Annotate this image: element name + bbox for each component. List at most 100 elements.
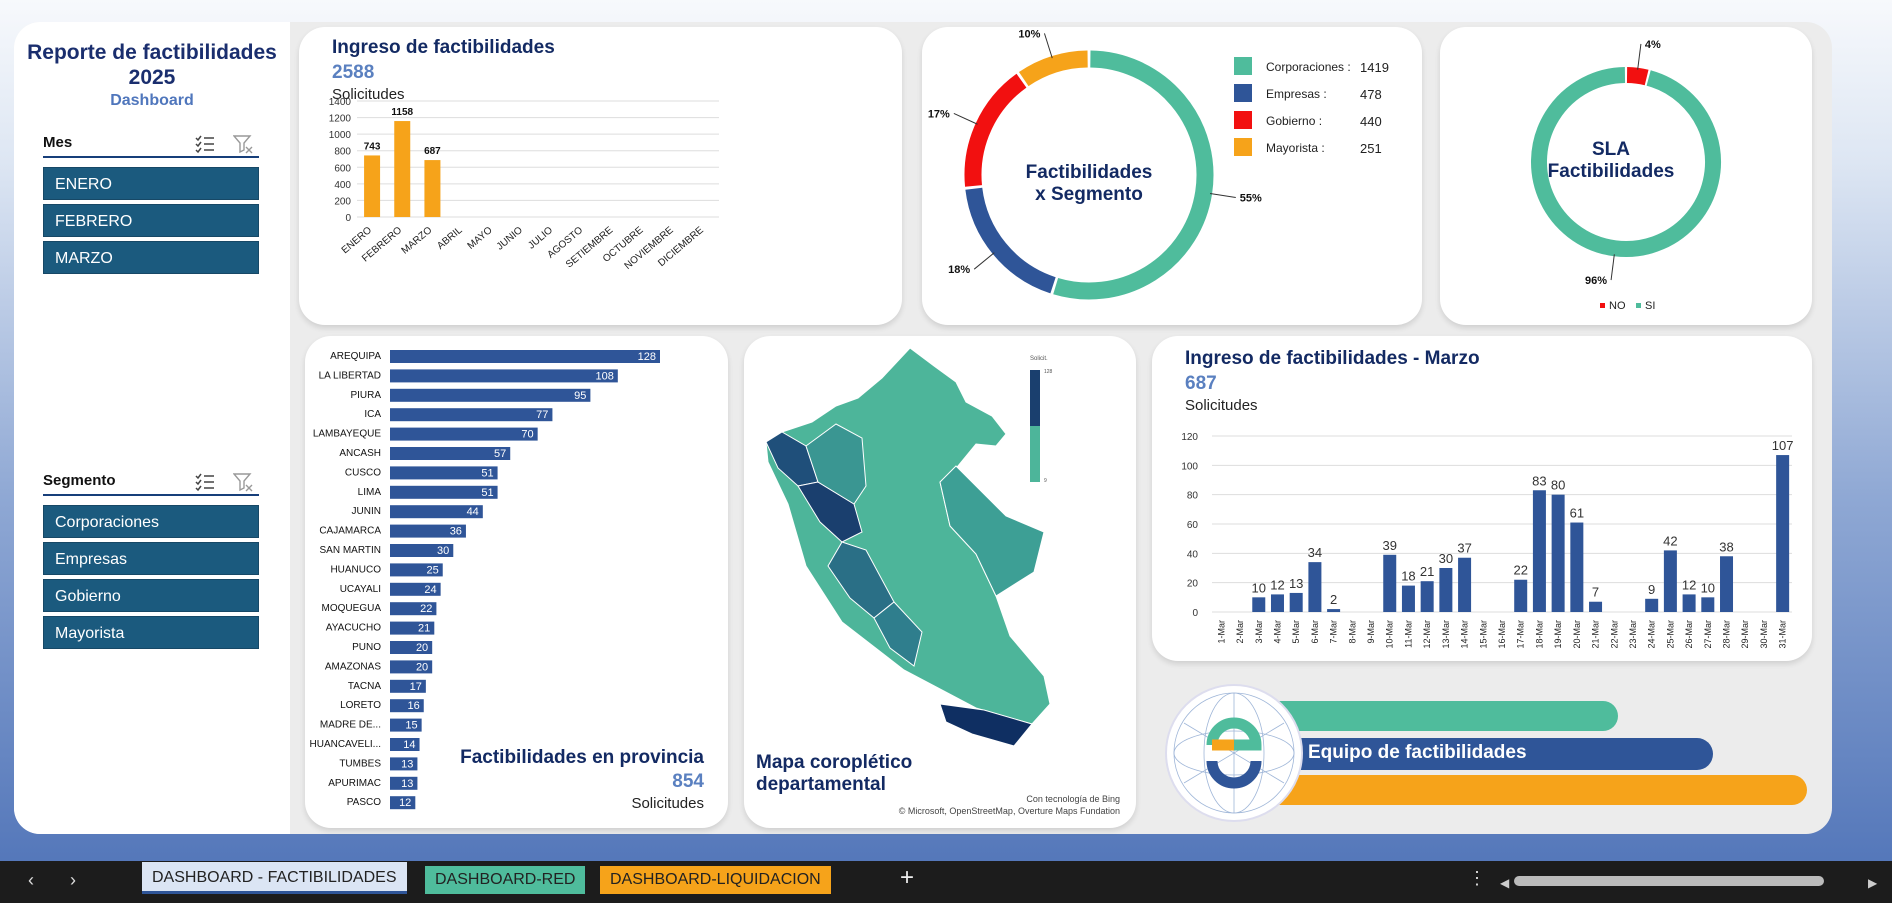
slicer-item-corporaciones[interactable]: Corporaciones bbox=[43, 505, 259, 538]
bar bbox=[390, 660, 433, 674]
bar bbox=[1589, 601, 1603, 612]
leader-line bbox=[953, 113, 978, 125]
x-tick-label: 9-Mar bbox=[1366, 620, 1376, 644]
bar bbox=[1645, 598, 1659, 612]
y-tick-label: 60 bbox=[1187, 520, 1199, 531]
bar-data-label: 12 bbox=[399, 797, 411, 809]
bar bbox=[1383, 554, 1397, 612]
bar bbox=[1514, 579, 1528, 612]
x-tick-label: 13-Mar bbox=[1441, 620, 1451, 649]
slicer-item-enero[interactable]: ENERO bbox=[43, 167, 259, 200]
y-tick-label: 200 bbox=[334, 196, 351, 207]
bar bbox=[1570, 522, 1584, 612]
leader-line bbox=[1637, 43, 1642, 70]
marzo-title: Ingreso de factibilidades - Marzo bbox=[1185, 348, 1480, 369]
bar-data-label: 44 bbox=[467, 506, 479, 518]
clear-filter-icon[interactable] bbox=[233, 472, 253, 492]
bar bbox=[424, 160, 441, 217]
bar bbox=[1252, 597, 1266, 612]
horizontal-scrollbar[interactable] bbox=[1514, 876, 1824, 886]
tab-dashboard-liquidacion[interactable]: DASHBOARD-LIQUIDACION bbox=[600, 866, 831, 894]
prev-sheet-icon[interactable]: ‹ bbox=[28, 870, 34, 890]
category-label: PASCO bbox=[347, 797, 381, 808]
donut-slice bbox=[1626, 67, 1649, 86]
multiselect-icon[interactable] bbox=[195, 472, 215, 492]
bar bbox=[390, 388, 591, 402]
card-segmento: 55% 18% 17% 10% Corporaciones : 1419 Empresas … bbox=[922, 27, 1422, 325]
bar-data-label: 2 bbox=[1330, 592, 1337, 607]
bar bbox=[390, 544, 454, 557]
segmento-center-label: Factibilidades x Segmento bbox=[994, 162, 1184, 206]
bar-data-label: 743 bbox=[364, 141, 381, 152]
donut-slice bbox=[964, 73, 1027, 187]
scroll-left-icon[interactable]: ◀ bbox=[1500, 876, 1510, 890]
tab-dashboard-factibilidades[interactable]: DASHBOARD - FACTIBILIDADES bbox=[142, 862, 407, 894]
y-tick-label: 100 bbox=[1181, 461, 1198, 472]
marzo-unit: Solicitudes bbox=[1185, 397, 1258, 414]
y-tick-label: 40 bbox=[1187, 549, 1199, 560]
sla-center-line2: Factibilidades bbox=[1547, 161, 1675, 182]
x-tick-label: MAYO bbox=[466, 225, 495, 252]
x-tick-label: 19-Mar bbox=[1553, 620, 1563, 649]
y-tick-label: 120 bbox=[1181, 432, 1198, 443]
map-legend-label: Solicit. bbox=[1030, 356, 1048, 362]
slicer-mes-header: Mes bbox=[43, 132, 259, 158]
x-tick-label: 16-Mar bbox=[1497, 620, 1507, 649]
bar-data-label: 39 bbox=[1383, 538, 1397, 553]
bar-data-label: 13 bbox=[401, 778, 413, 790]
more-options-icon[interactable]: ⋮ bbox=[1468, 868, 1486, 888]
x-tick-label: 14-Mar bbox=[1460, 620, 1470, 649]
bar-data-label: 128 bbox=[638, 351, 656, 363]
category-label: AREQUIPA bbox=[330, 351, 381, 362]
add-sheet-icon[interactable]: + bbox=[900, 864, 915, 891]
bar-data-label: 12 bbox=[1682, 577, 1696, 592]
bar-data-label: 57 bbox=[494, 448, 506, 460]
report-title: Reporte de factibilidades 2025 bbox=[27, 41, 277, 89]
bar bbox=[390, 485, 498, 499]
slicer-item-gobierno[interactable]: Gobierno bbox=[43, 579, 259, 612]
x-tick-label: 18-Mar bbox=[1534, 620, 1544, 649]
ingreso-title: Ingreso de factibilidades bbox=[332, 37, 555, 58]
bar bbox=[390, 563, 443, 577]
slicer-item-marzo[interactable]: MARZO bbox=[43, 241, 259, 274]
segmento-center-line2: x Segmento bbox=[1035, 184, 1143, 205]
segmento-donut-chart: 55% 18% 17% 10% Corporaciones : 1419 Empresas … bbox=[928, 28, 1389, 300]
card-ingreso: Ingreso de factibilidades 2588 Solicitud… bbox=[299, 27, 902, 325]
report-subtitle: Dashboard bbox=[110, 92, 194, 109]
multiselect-icon[interactable] bbox=[195, 134, 215, 154]
x-tick-label: 29-Mar bbox=[1740, 620, 1750, 649]
bar bbox=[390, 699, 424, 713]
bar bbox=[390, 718, 422, 732]
bar-data-label: 7 bbox=[1592, 585, 1599, 600]
x-tick-label: 30-Mar bbox=[1759, 620, 1769, 649]
legend-label: Empresas : bbox=[1266, 87, 1327, 101]
clear-filter-icon[interactable] bbox=[233, 134, 253, 154]
slicer-item-febrero[interactable]: FEBRERO bbox=[43, 204, 259, 237]
slicer-item-empresas[interactable]: Empresas bbox=[43, 542, 259, 575]
mapa-title-line2: departamental bbox=[756, 774, 886, 795]
mapa-credit-osm: © Microsoft, OpenStreetMap, Overture Map… bbox=[898, 806, 1120, 816]
bar bbox=[390, 408, 553, 422]
x-tick-label: 15-Mar bbox=[1478, 620, 1488, 649]
bar-data-label: 34 bbox=[1308, 545, 1322, 560]
x-tick-label: 8-Mar bbox=[1347, 620, 1357, 644]
scroll-right-icon[interactable]: ▶ bbox=[1868, 876, 1878, 890]
bar bbox=[1401, 585, 1415, 612]
bar-data-label: 9 bbox=[1648, 582, 1655, 597]
tab-dashboard-red[interactable]: DASHBOARD-RED bbox=[425, 866, 586, 894]
next-sheet-icon[interactable]: › bbox=[70, 870, 76, 890]
x-tick-label: 31-Mar bbox=[1778, 620, 1788, 649]
x-tick-label: 6-Mar bbox=[1310, 620, 1320, 644]
bar bbox=[390, 350, 660, 363]
ingreso-total: 2588 bbox=[332, 62, 375, 83]
provincia-total: 854 bbox=[672, 771, 704, 792]
bar-data-label: 22 bbox=[420, 603, 432, 615]
x-tick-label: 1-Mar bbox=[1216, 620, 1226, 644]
slicer-item-mayorista[interactable]: Mayorista bbox=[43, 616, 259, 649]
category-label: PIURA bbox=[350, 390, 381, 401]
x-tick-label: 7-Mar bbox=[1329, 620, 1339, 644]
category-label: AMAZONAS bbox=[325, 661, 381, 672]
team-logo-icon bbox=[1165, 684, 1303, 822]
y-tick-label: 80 bbox=[1187, 491, 1199, 502]
category-label: LIMA bbox=[358, 487, 382, 498]
